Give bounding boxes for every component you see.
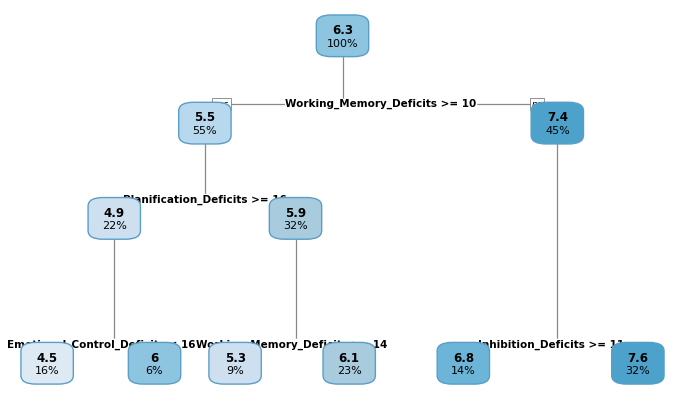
Text: no: no [532,100,543,109]
Text: 22%: 22% [102,221,127,231]
Text: 5.3: 5.3 [225,352,246,365]
Text: 45%: 45% [545,126,570,136]
Text: Emotional_Control_Deficits < 16: Emotional_Control_Deficits < 16 [7,339,195,350]
Text: 7.4: 7.4 [547,111,568,124]
Text: 6%: 6% [146,366,163,376]
FancyBboxPatch shape [179,102,231,144]
Text: 6.1: 6.1 [338,352,360,365]
FancyBboxPatch shape [316,15,369,57]
Text: 9%: 9% [226,366,244,376]
Text: Inhibition_Deficits >= 11: Inhibition_Deficits >= 11 [477,339,623,350]
FancyBboxPatch shape [21,342,73,384]
Text: 32%: 32% [625,366,650,376]
Text: 5.9: 5.9 [285,207,306,220]
FancyBboxPatch shape [531,102,584,144]
FancyBboxPatch shape [128,342,181,384]
Text: 4.9: 4.9 [103,207,125,220]
Text: 100%: 100% [327,39,358,49]
Text: Planification_Deficits >= 16: Planification_Deficits >= 16 [123,194,287,205]
FancyBboxPatch shape [437,342,490,384]
Text: 6.3: 6.3 [332,24,353,37]
Text: 7.6: 7.6 [627,352,649,365]
Text: 16%: 16% [35,366,60,376]
Text: 5.5: 5.5 [195,111,216,124]
Text: 32%: 32% [283,221,308,231]
FancyBboxPatch shape [88,198,140,239]
Text: 23%: 23% [337,366,362,376]
Text: Working_Memory_Deficits >= 10: Working_Memory_Deficits >= 10 [286,99,477,109]
Text: 55%: 55% [192,126,217,136]
FancyBboxPatch shape [323,342,375,384]
Text: 4.5: 4.5 [36,352,58,365]
Text: Working_Memory_Deficits >= 14: Working_Memory_Deficits >= 14 [197,339,388,350]
FancyBboxPatch shape [209,342,261,384]
FancyBboxPatch shape [269,198,322,239]
Text: 6: 6 [151,352,159,365]
Text: 14%: 14% [451,366,475,376]
FancyBboxPatch shape [612,342,664,384]
Text: yes: yes [214,100,229,109]
Text: 6.8: 6.8 [453,352,474,365]
